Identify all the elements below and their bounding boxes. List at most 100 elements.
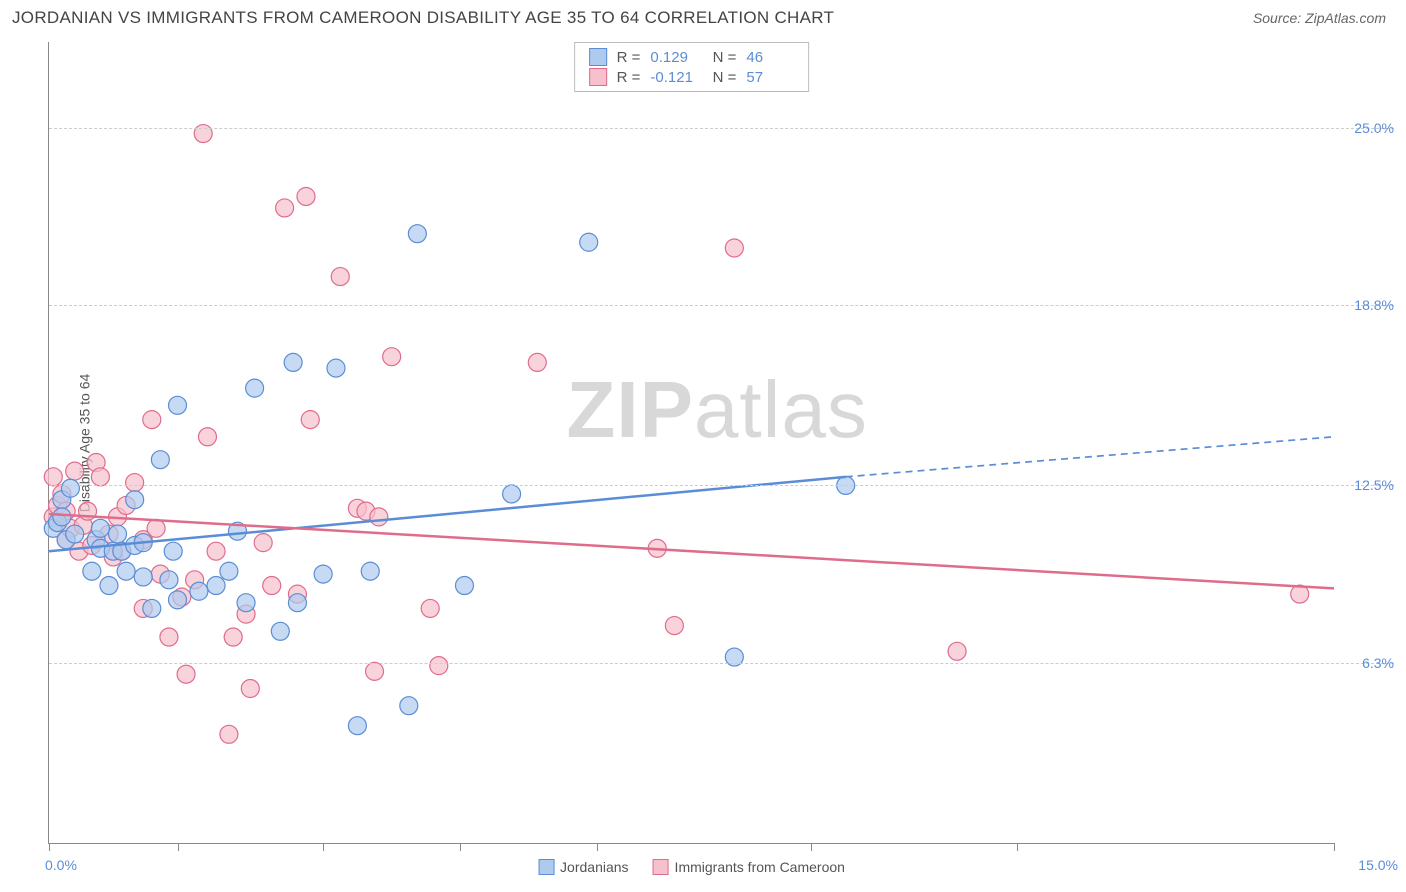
x-tick <box>460 843 461 851</box>
scatter-point-cameroon <box>665 617 683 635</box>
scatter-point-cameroon <box>224 628 242 646</box>
legend-bottom: Jordanians Immigrants from Cameroon <box>538 859 845 875</box>
scatter-point-cameroon <box>160 628 178 646</box>
y-tick-label: 18.8% <box>1354 297 1394 313</box>
stat-n-value-cameroon: 57 <box>746 69 794 86</box>
stats-row-jordanians: R = 0.129 N = 46 <box>589 47 795 67</box>
stats-row-cameroon: R = -0.121 N = 57 <box>589 67 795 87</box>
scatter-point-jordanians <box>207 577 225 595</box>
scatter-point-jordanians <box>66 525 84 543</box>
x-tick <box>49 843 50 851</box>
legend-label-cameroon: Immigrants from Cameroon <box>675 859 845 875</box>
scatter-point-cameroon <box>370 508 388 526</box>
scatter-point-cameroon <box>143 411 161 429</box>
trendline-jordanians <box>49 477 846 551</box>
gridline <box>49 663 1394 664</box>
scatter-point-jordanians <box>91 519 109 537</box>
scatter-point-cameroon <box>198 428 216 446</box>
scatter-point-jordanians <box>83 562 101 580</box>
scatter-point-jordanians <box>400 697 418 715</box>
scatter-point-jordanians <box>164 542 182 560</box>
scatter-point-jordanians <box>580 233 598 251</box>
stat-n-label: N = <box>708 49 736 66</box>
stat-r-value-jordanians: 0.129 <box>650 49 698 66</box>
y-tick-label: 12.5% <box>1354 477 1394 493</box>
scatter-point-jordanians <box>169 591 187 609</box>
scatter-point-cameroon <box>66 462 84 480</box>
scatter-point-jordanians <box>271 622 289 640</box>
scatter-point-cameroon <box>528 353 546 371</box>
x-tick <box>1334 843 1335 851</box>
stat-r-label: R = <box>617 49 641 66</box>
scatter-point-cameroon <box>331 268 349 286</box>
scatter-point-jordanians <box>288 594 306 612</box>
scatter-point-jordanians <box>53 508 71 526</box>
scatter-point-jordanians <box>134 568 152 586</box>
scatter-point-cameroon <box>948 642 966 660</box>
scatter-point-cameroon <box>383 348 401 366</box>
scatter-point-cameroon <box>725 239 743 257</box>
scatter-point-cameroon <box>276 199 294 217</box>
scatter-point-cameroon <box>366 662 384 680</box>
scatter-point-jordanians <box>237 594 255 612</box>
x-tick-min: 0.0% <box>45 857 77 873</box>
scatter-point-jordanians <box>117 562 135 580</box>
scatter-point-cameroon <box>91 468 109 486</box>
x-tick <box>597 843 598 851</box>
scatter-point-jordanians <box>169 396 187 414</box>
scatter-point-cameroon <box>44 468 62 486</box>
scatter-point-cameroon <box>126 474 144 492</box>
scatter-point-cameroon <box>177 665 195 683</box>
scatter-point-jordanians <box>100 577 118 595</box>
stat-n-value-jordanians: 46 <box>746 49 794 66</box>
y-tick-label: 6.3% <box>1362 655 1394 671</box>
scatter-point-jordanians <box>126 491 144 509</box>
scatter-point-jordanians <box>408 225 426 243</box>
scatter-point-jordanians <box>246 379 264 397</box>
trendline-cameroon <box>49 514 1334 588</box>
scatter-point-jordanians <box>348 717 366 735</box>
x-tick <box>323 843 324 851</box>
swatch-jordanians-icon <box>589 48 607 66</box>
y-tick-label: 25.0% <box>1354 120 1394 136</box>
scatter-point-jordanians <box>361 562 379 580</box>
scatter-point-jordanians <box>143 599 161 617</box>
scatter-point-cameroon <box>254 534 272 552</box>
header: JORDANIAN VS IMMIGRANTS FROM CAMEROON DI… <box>0 0 1406 34</box>
gridline <box>49 485 1394 486</box>
scatter-point-cameroon <box>220 725 238 743</box>
stat-r-value-cameroon: -0.121 <box>650 69 698 86</box>
x-tick <box>178 843 179 851</box>
legend-item-jordanians: Jordanians <box>538 859 629 875</box>
chart-title: JORDANIAN VS IMMIGRANTS FROM CAMEROON DI… <box>12 8 834 28</box>
scatter-point-jordanians <box>327 359 345 377</box>
scatter-point-cameroon <box>297 187 315 205</box>
legend-item-cameroon: Immigrants from Cameroon <box>653 859 845 875</box>
scatter-point-cameroon <box>421 599 439 617</box>
legend-swatch-jordanians-icon <box>538 859 554 875</box>
scatter-point-jordanians <box>190 582 208 600</box>
stat-n-label: N = <box>708 69 736 86</box>
scatter-point-jordanians <box>160 571 178 589</box>
scatter-point-jordanians <box>220 562 238 580</box>
scatter-point-jordanians <box>503 485 521 503</box>
scatter-point-jordanians <box>61 479 79 497</box>
x-tick-max: 15.0% <box>1358 857 1398 873</box>
source-label: Source: ZipAtlas.com <box>1253 10 1386 26</box>
gridline <box>49 128 1394 129</box>
scatter-point-jordanians <box>109 525 127 543</box>
scatter-point-jordanians <box>151 451 169 469</box>
x-tick <box>811 843 812 851</box>
legend-swatch-cameroon-icon <box>653 859 669 875</box>
scatter-point-cameroon <box>301 411 319 429</box>
scatter-point-jordanians <box>284 353 302 371</box>
stats-legend-box: R = 0.129 N = 46 R = -0.121 N = 57 <box>574 42 810 92</box>
legend-label-jordanians: Jordanians <box>560 859 629 875</box>
scatter-point-jordanians <box>314 565 332 583</box>
scatter-point-cameroon <box>241 680 259 698</box>
gridline <box>49 305 1394 306</box>
x-tick <box>1017 843 1018 851</box>
swatch-cameroon-icon <box>589 68 607 86</box>
scatter-point-cameroon <box>430 657 448 675</box>
scatter-point-cameroon <box>207 542 225 560</box>
